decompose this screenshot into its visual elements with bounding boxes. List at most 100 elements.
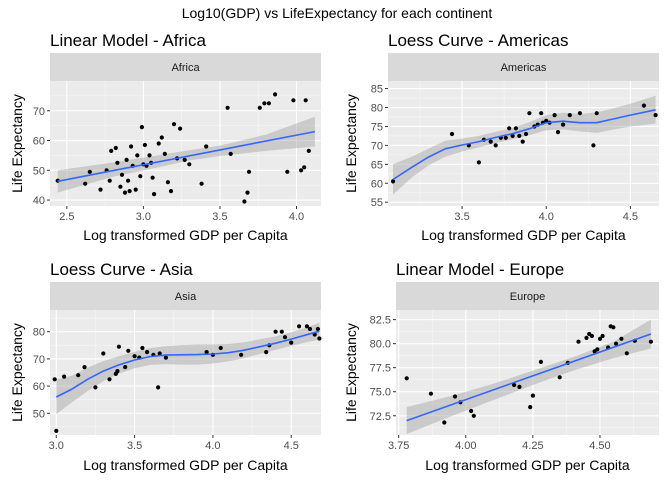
- data-point: [302, 165, 307, 170]
- data-point: [157, 351, 162, 356]
- data-point: [561, 122, 566, 127]
- data-point: [101, 351, 106, 356]
- facet-panel-asia: Loess Curve - Asia Asia 3.0 3.5 4.0 4.5 50 60 70…: [9, 260, 322, 473]
- x-tick-label: 4.00: [455, 440, 476, 452]
- data-point: [577, 111, 583, 116]
- data-point: [469, 408, 474, 414]
- data-point: [82, 365, 87, 370]
- plot-background: [396, 310, 659, 435]
- data-point: [150, 175, 155, 180]
- data-point: [118, 184, 123, 189]
- data-point: [273, 92, 278, 97]
- data-point: [135, 153, 140, 158]
- data-point: [218, 345, 223, 351]
- data-point: [107, 377, 112, 382]
- y-axis-title: Life Expectancy: [9, 94, 25, 193]
- x-axis-title: Log transformed GDP per Capita: [425, 457, 630, 473]
- data-point: [510, 133, 515, 138]
- confidence-band: [393, 95, 656, 195]
- data-point: [119, 172, 125, 177]
- y-tick-label: 77.5: [370, 363, 391, 375]
- x-axis-title: Log transformed GDP per Capita: [83, 457, 288, 473]
- data-point: [289, 340, 294, 345]
- data-point: [129, 144, 134, 149]
- data-point: [641, 103, 647, 108]
- data-point: [142, 142, 147, 148]
- data-point: [266, 101, 271, 106]
- y-tick-label: 50: [33, 408, 45, 420]
- data-point: [165, 180, 170, 185]
- figure-title: Log10(GDP) vs LifeExpectancy for each co…: [182, 5, 493, 21]
- y-tick-label: 80: [33, 327, 45, 339]
- data-point: [139, 125, 144, 130]
- data-point: [138, 174, 143, 179]
- data-point: [116, 344, 121, 349]
- x-tick-label: 4.5: [284, 440, 299, 452]
- data-point: [107, 178, 112, 183]
- data-point: [557, 375, 562, 380]
- data-point: [291, 98, 296, 103]
- data-point: [307, 326, 313, 332]
- data-point: [589, 333, 595, 339]
- data-point: [87, 169, 92, 174]
- data-point: [262, 101, 267, 106]
- data-point: [527, 111, 532, 116]
- data-point: [303, 98, 308, 103]
- y-tick-label: 75: [371, 121, 383, 133]
- data-point: [315, 326, 320, 332]
- facet-strip-label: Africa: [171, 62, 200, 74]
- x-tick-label: 3.75: [388, 440, 409, 452]
- data-point: [204, 350, 209, 355]
- data-point: [159, 135, 164, 140]
- data-point: [163, 355, 168, 360]
- y-tick-label: 70: [371, 140, 383, 152]
- y-tick-label: 40: [33, 195, 45, 207]
- facet-strip: [50, 53, 321, 81]
- data-point: [225, 105, 230, 110]
- data-point: [126, 178, 131, 183]
- y-tick-label: 60: [33, 136, 45, 148]
- y-tick-label: 70: [33, 354, 45, 366]
- data-point: [62, 374, 67, 379]
- data-point: [273, 329, 278, 334]
- data-point: [476, 160, 481, 165]
- x-tick-label: 3.0: [136, 211, 151, 223]
- data-point: [594, 111, 599, 116]
- data-point: [452, 394, 458, 399]
- data-point: [299, 168, 304, 173]
- data-point: [182, 157, 187, 162]
- data-point: [614, 341, 619, 346]
- data-point: [204, 144, 209, 149]
- data-point: [147, 153, 152, 158]
- data-point: [520, 139, 525, 144]
- y-tick-label: 80.0: [370, 339, 391, 351]
- data-point: [539, 111, 544, 116]
- data-point: [488, 139, 493, 144]
- data-point: [245, 190, 250, 195]
- data-point: [187, 162, 192, 167]
- panel-title: Linear Model - Africa: [50, 31, 206, 50]
- data-point: [390, 179, 396, 184]
- fit-line: [57, 130, 316, 183]
- data-point: [98, 187, 103, 192]
- x-axis-title: Log transformed GDP per Capita: [83, 227, 288, 243]
- data-point: [513, 126, 519, 131]
- data-point: [595, 347, 600, 352]
- data-point: [168, 189, 174, 194]
- fit-line: [55, 330, 320, 398]
- facet-panels: Linear Model - Africa Africa 2.5 3.0 3.5 4.0 4…: [9, 31, 659, 473]
- facet-strip-label: Americas: [501, 62, 547, 74]
- data-point: [171, 122, 177, 127]
- data-point: [619, 336, 624, 341]
- panel-title: Loess Curve - Asia: [50, 260, 193, 279]
- data-point: [624, 351, 629, 356]
- data-point: [471, 413, 476, 418]
- data-point: [449, 131, 455, 137]
- data-point: [493, 143, 498, 148]
- data-point: [145, 350, 150, 355]
- y-axis-title: Life Expectancy: [9, 323, 25, 422]
- data-point: [178, 126, 183, 131]
- data-point: [127, 189, 132, 194]
- data-point: [257, 105, 262, 110]
- facet-strip-label: Europe: [510, 291, 545, 303]
